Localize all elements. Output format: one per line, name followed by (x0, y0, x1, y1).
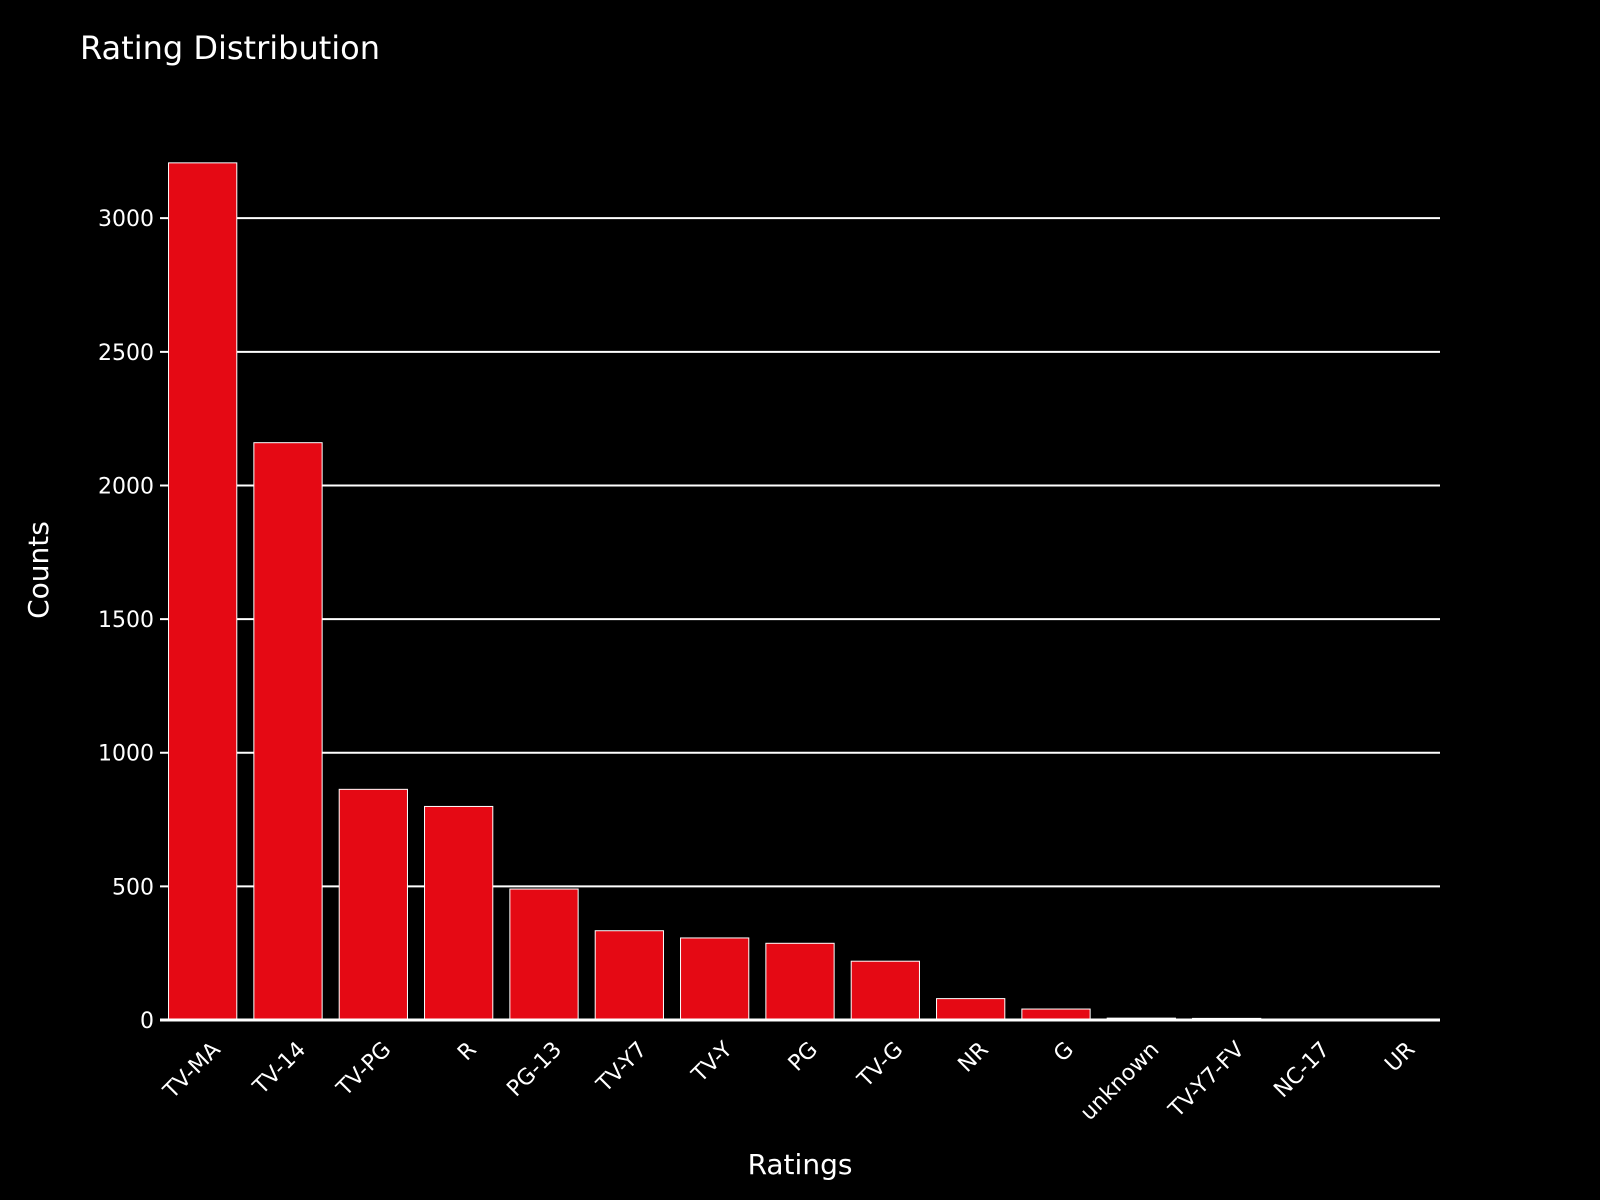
bar-tv-pg[interactable] (338, 788, 408, 1021)
x-tick-label: PG (784, 1037, 823, 1076)
x-tick-label: G (1049, 1037, 1079, 1067)
bar-tv-g[interactable] (850, 960, 920, 1021)
x-tick-label: TV-Y7 (592, 1037, 653, 1098)
gridlines (160, 217, 1440, 888)
x-tick-label: PG-13 (502, 1037, 567, 1102)
y-tick-label: 500 (112, 875, 154, 900)
y-tick-label: 1000 (98, 742, 154, 767)
x-tick-label: TV-PG (332, 1037, 397, 1102)
x-tick-label: NC-17 (1269, 1037, 1335, 1103)
x-tick-label: R (453, 1037, 481, 1065)
bar-nr[interactable] (936, 998, 1006, 1021)
x-tick-label: UR (1380, 1037, 1420, 1077)
bar-pg[interactable] (765, 942, 835, 1021)
bar-r[interactable] (424, 805, 494, 1021)
x-tick-label: TV-Y (687, 1037, 738, 1088)
y-tick-label: 2000 (98, 474, 154, 499)
x-tick-label: TV-MA (158, 1037, 225, 1104)
x-axis-title: Ratings (748, 1148, 853, 1181)
x-tick-label: NR (954, 1037, 994, 1077)
x-tick-label: unknown (1076, 1037, 1164, 1125)
y-tick-label: 3000 (98, 207, 154, 232)
bar-tv-ma[interactable] (168, 162, 238, 1021)
y-tick-label: 2500 (98, 341, 154, 366)
bars (168, 162, 1432, 1021)
bar-pg-13[interactable] (509, 888, 579, 1021)
y-axis-title: Counts (22, 521, 55, 619)
y-tick-label: 1500 (98, 608, 154, 633)
x-tick-label: TV-14 (248, 1037, 311, 1100)
bar-tv-y7[interactable] (594, 930, 664, 1021)
x-tick-label: TV-Y7-FV (1164, 1037, 1250, 1123)
y-tick-label: 0 (140, 1009, 154, 1034)
chart-title: Rating Distribution (80, 29, 380, 67)
bar-tv-14[interactable] (253, 442, 323, 1021)
bar-g[interactable] (1021, 1008, 1091, 1021)
x-tick-label: TV-G (852, 1037, 908, 1093)
x-axis-ticks: TV-MA TV-14 TV-PG R PG-13 TV-Y7 TV-Y PG TV-G NR Gu… (158, 1037, 1420, 1126)
bar-tv-y[interactable] (680, 937, 750, 1021)
y-axis-ticks: 0 500 1000 1500 2000 2500 3000 (98, 207, 154, 1034)
